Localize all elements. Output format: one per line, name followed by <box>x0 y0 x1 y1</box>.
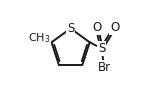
Text: O: O <box>92 21 101 34</box>
Text: S: S <box>67 22 74 35</box>
Text: CH$_3$: CH$_3$ <box>28 32 50 45</box>
Text: S: S <box>98 42 105 55</box>
Text: O: O <box>110 21 119 34</box>
Text: Br: Br <box>97 61 111 74</box>
